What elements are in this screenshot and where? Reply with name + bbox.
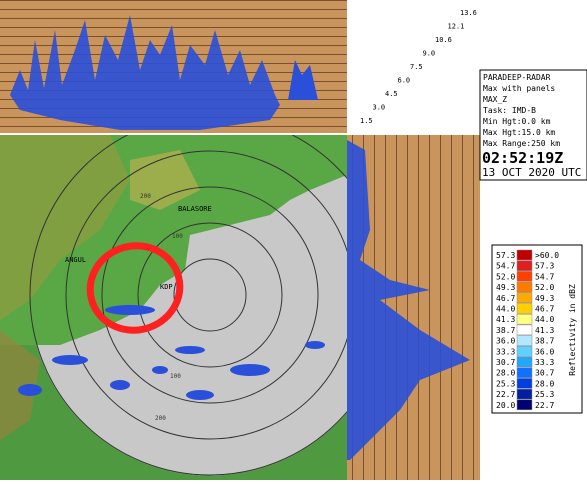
legend-swatch [516,324,533,336]
info-text: Task: IMD-B [483,106,536,115]
legend-label: 57.3 [496,251,515,260]
legend-label: 49.3 [496,283,515,292]
legend-swatch [516,399,533,411]
legend-title: Reflectivity in dBZ [568,284,577,376]
legend-swatch [516,249,533,261]
height-label: 10.6 [435,36,452,44]
legend-label: 20.0 [496,401,515,410]
ring-label: 200 [140,193,151,200]
legend-label: 41.3 [535,326,554,335]
legend-label: 46.7 [535,305,554,314]
legend-swatch [516,367,533,378]
legend-swatch [516,313,533,325]
legend-label: 25.3 [496,379,515,388]
legend-swatch [516,388,533,400]
legend-swatch [516,335,533,346]
info-text: Max Hgt:15.0 km [483,128,555,137]
legend-label: 22.7 [535,401,554,410]
height-scale-panel [347,0,480,133]
info-panel [479,69,587,181]
height-label: 12.1 [448,23,465,31]
echo-profile [288,60,318,100]
place-label: BALASORE [178,205,212,213]
echo-profile [347,140,470,460]
legend-label: 28.0 [535,379,554,388]
info-text: Max Range:250 km [483,139,560,148]
legend-swatch [516,292,533,304]
place-label: KDP [160,283,173,291]
legend-label: 46.7 [496,294,515,303]
legend-label: 38.7 [535,337,554,346]
legend-swatch [516,356,533,368]
legend-swatch [516,260,533,271]
legend-swatch [516,271,533,282]
legend-label: 54.7 [535,272,554,281]
height-label: 7.5 [410,63,423,71]
ring-label: 100 [172,233,183,240]
height-label: 6.0 [398,77,411,85]
echo-profile [10,15,280,130]
height-label: 1.5 [360,117,373,125]
time: 02:52:19Z [482,149,563,167]
legend-label: 44.0 [496,305,515,314]
legend-label: 33.3 [496,347,515,356]
legend-label: 52.0 [535,283,554,292]
legend-label: 33.3 [535,358,554,367]
legend-label: 44.0 [535,315,554,324]
legend-label: 30.7 [535,369,554,378]
height-label: 4.5 [385,90,398,98]
legend-label: 38.7 [496,326,515,335]
legend-label: 30.7 [496,358,515,367]
legend-label: 36.0 [535,347,554,356]
legend-swatch [516,378,533,389]
legend-label: 25.3 [535,390,554,399]
legend-swatch [516,303,533,314]
legend-label: 22.7 [496,390,515,399]
legend-label: 28.0 [496,369,515,378]
legend-swatch [516,346,533,357]
map [0,135,347,480]
legend-label: >60.0 [535,251,559,260]
height-label: 9.0 [423,50,436,58]
info-text: MAX_Z [483,95,507,104]
legend-label: 57.3 [535,262,554,271]
legend-label: 54.7 [496,262,515,271]
date: 13 OCT 2020 UTC [482,166,581,179]
legend-label: 52.0 [496,272,515,281]
ring-label: 100 [170,373,181,380]
place-label: ANGUL [65,256,86,264]
legend-label: 36.0 [496,337,515,346]
ring-label: 200 [155,415,166,422]
info-text: PARADEEP-RADAR [483,73,551,82]
legend-label: 49.3 [535,294,554,303]
info-text: Min Hgt:0.0 km [483,117,551,126]
legend-swatch [516,281,533,293]
legend [491,244,583,414]
info-text: Max with panels [483,84,555,93]
legend-label: 41.3 [496,315,515,324]
height-label: 3.0 [373,104,386,112]
height-label: 13.6 [460,9,477,17]
